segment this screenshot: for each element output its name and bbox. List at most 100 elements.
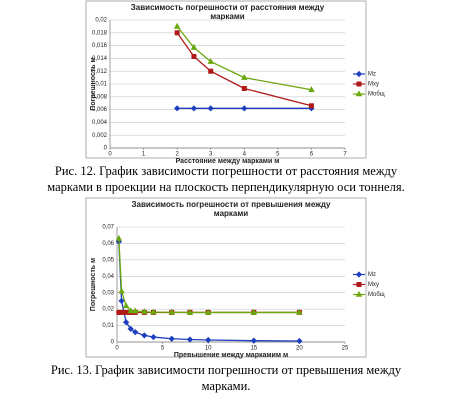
y-tick-label: 0,07 — [102, 225, 114, 231]
y-tick-label: 0,018 — [92, 30, 108, 36]
x-tick-label: 20 — [296, 346, 303, 352]
y-tick-label: 0,06 — [102, 241, 114, 247]
marker — [186, 308, 194, 315]
series-line — [118, 241, 300, 342]
marker — [174, 105, 181, 112]
y-tick-label: 0 — [111, 340, 115, 346]
legend-label: Mxy — [368, 82, 379, 88]
y-tick-label: 0,014 — [92, 56, 108, 62]
marker — [123, 319, 130, 326]
y-axis-label: Погрешность м — [90, 57, 97, 110]
marker — [190, 105, 198, 112]
marker — [355, 70, 363, 78]
marker — [119, 309, 125, 315]
marker — [296, 308, 303, 315]
marker — [190, 43, 198, 50]
y-tick-label: 0,012 — [92, 69, 108, 75]
y-tick-label: 0,01 — [95, 82, 107, 88]
marker — [115, 234, 123, 241]
marker — [141, 332, 148, 339]
marker — [308, 103, 314, 109]
y-tick-label: 0 — [104, 146, 108, 152]
y-tick-label: 0,016 — [92, 43, 108, 49]
x-tick-label: 3 — [209, 152, 213, 158]
x-tick-label: 5 — [276, 152, 280, 158]
marker — [186, 336, 194, 343]
marker — [122, 302, 130, 309]
marker — [355, 290, 363, 297]
marker — [241, 85, 247, 91]
series-line — [118, 238, 300, 314]
chart-title: марками — [214, 209, 249, 218]
legend-label: Mz — [368, 272, 376, 278]
marker — [208, 68, 214, 74]
legend-label: Mобщ — [368, 92, 385, 98]
x-tick-label: 2 — [175, 152, 179, 158]
caption: Рис. 13. График зависимости погрешности … — [51, 363, 402, 377]
marker — [150, 308, 157, 315]
y-tick-label: 0,01 — [102, 323, 114, 329]
x-tick-label: 0 — [115, 346, 119, 352]
marker — [205, 336, 212, 344]
marker — [168, 308, 175, 315]
marker — [191, 53, 197, 59]
x-tick-label: 25 — [342, 346, 349, 352]
marker — [132, 329, 139, 336]
y-tick-label: 0,002 — [92, 133, 108, 139]
marker — [355, 90, 363, 97]
marker — [250, 337, 257, 344]
legend-label: Mz — [368, 72, 376, 78]
marker — [356, 282, 362, 287]
x-tick-label: 15 — [250, 346, 257, 352]
marker — [355, 271, 363, 278]
y-tick-label: 0,05 — [102, 257, 114, 263]
x-axis-label: Расстояние между марками м — [176, 158, 280, 165]
y-tick-label: 0,004 — [92, 120, 108, 126]
caption: марками. — [202, 379, 251, 393]
y-tick-label: 0,04 — [102, 274, 114, 280]
marker — [296, 337, 303, 345]
x-tick-label: 4 — [243, 152, 247, 158]
y-tick-label: 0,02 — [102, 307, 114, 313]
y-tick-label: 0,008 — [92, 94, 108, 100]
marker — [127, 325, 134, 332]
x-tick-label: 0 — [108, 152, 112, 158]
marker — [250, 308, 258, 315]
marker — [127, 307, 134, 314]
chart-title: Зависимость погрешности от превышения ме… — [131, 200, 331, 209]
chart-title: марками — [210, 12, 245, 21]
marker — [207, 105, 214, 112]
chart-frame — [85, 197, 367, 358]
marker — [168, 335, 175, 342]
legend-label: Mобщ — [368, 292, 385, 298]
marker — [131, 307, 139, 314]
x-axis-label: Превышение между маркамим м — [174, 352, 288, 359]
caption: Рис. 12. График зависимости погрешности … — [55, 164, 398, 178]
marker — [173, 22, 181, 29]
x-tick-label: 6 — [310, 152, 314, 158]
y-tick-label: 0,03 — [102, 290, 114, 296]
x-tick-label: 1 — [142, 152, 146, 158]
chart-title: Зависимость погрешности от расстояния ме… — [131, 3, 325, 12]
marker — [123, 309, 129, 315]
marker — [204, 308, 212, 315]
marker — [356, 81, 362, 87]
marker — [174, 30, 180, 36]
x-tick-label: 5 — [161, 346, 165, 352]
marker — [118, 287, 125, 294]
marker — [150, 333, 157, 341]
marker — [207, 57, 214, 64]
marker — [141, 308, 148, 315]
caption: марками в проекции на плоскость перпенди… — [47, 180, 404, 194]
marker — [241, 105, 248, 112]
x-tick-label: 7 — [343, 152, 347, 158]
marker — [118, 297, 125, 305]
legend-label: Mxy — [368, 282, 379, 288]
marker — [308, 86, 315, 93]
marker — [241, 73, 248, 80]
y-tick-label: 0,02 — [95, 18, 107, 24]
y-axis-label: Погрешность м — [90, 258, 97, 311]
y-tick-label: 0,006 — [92, 107, 108, 113]
x-tick-label: 10 — [205, 346, 212, 352]
